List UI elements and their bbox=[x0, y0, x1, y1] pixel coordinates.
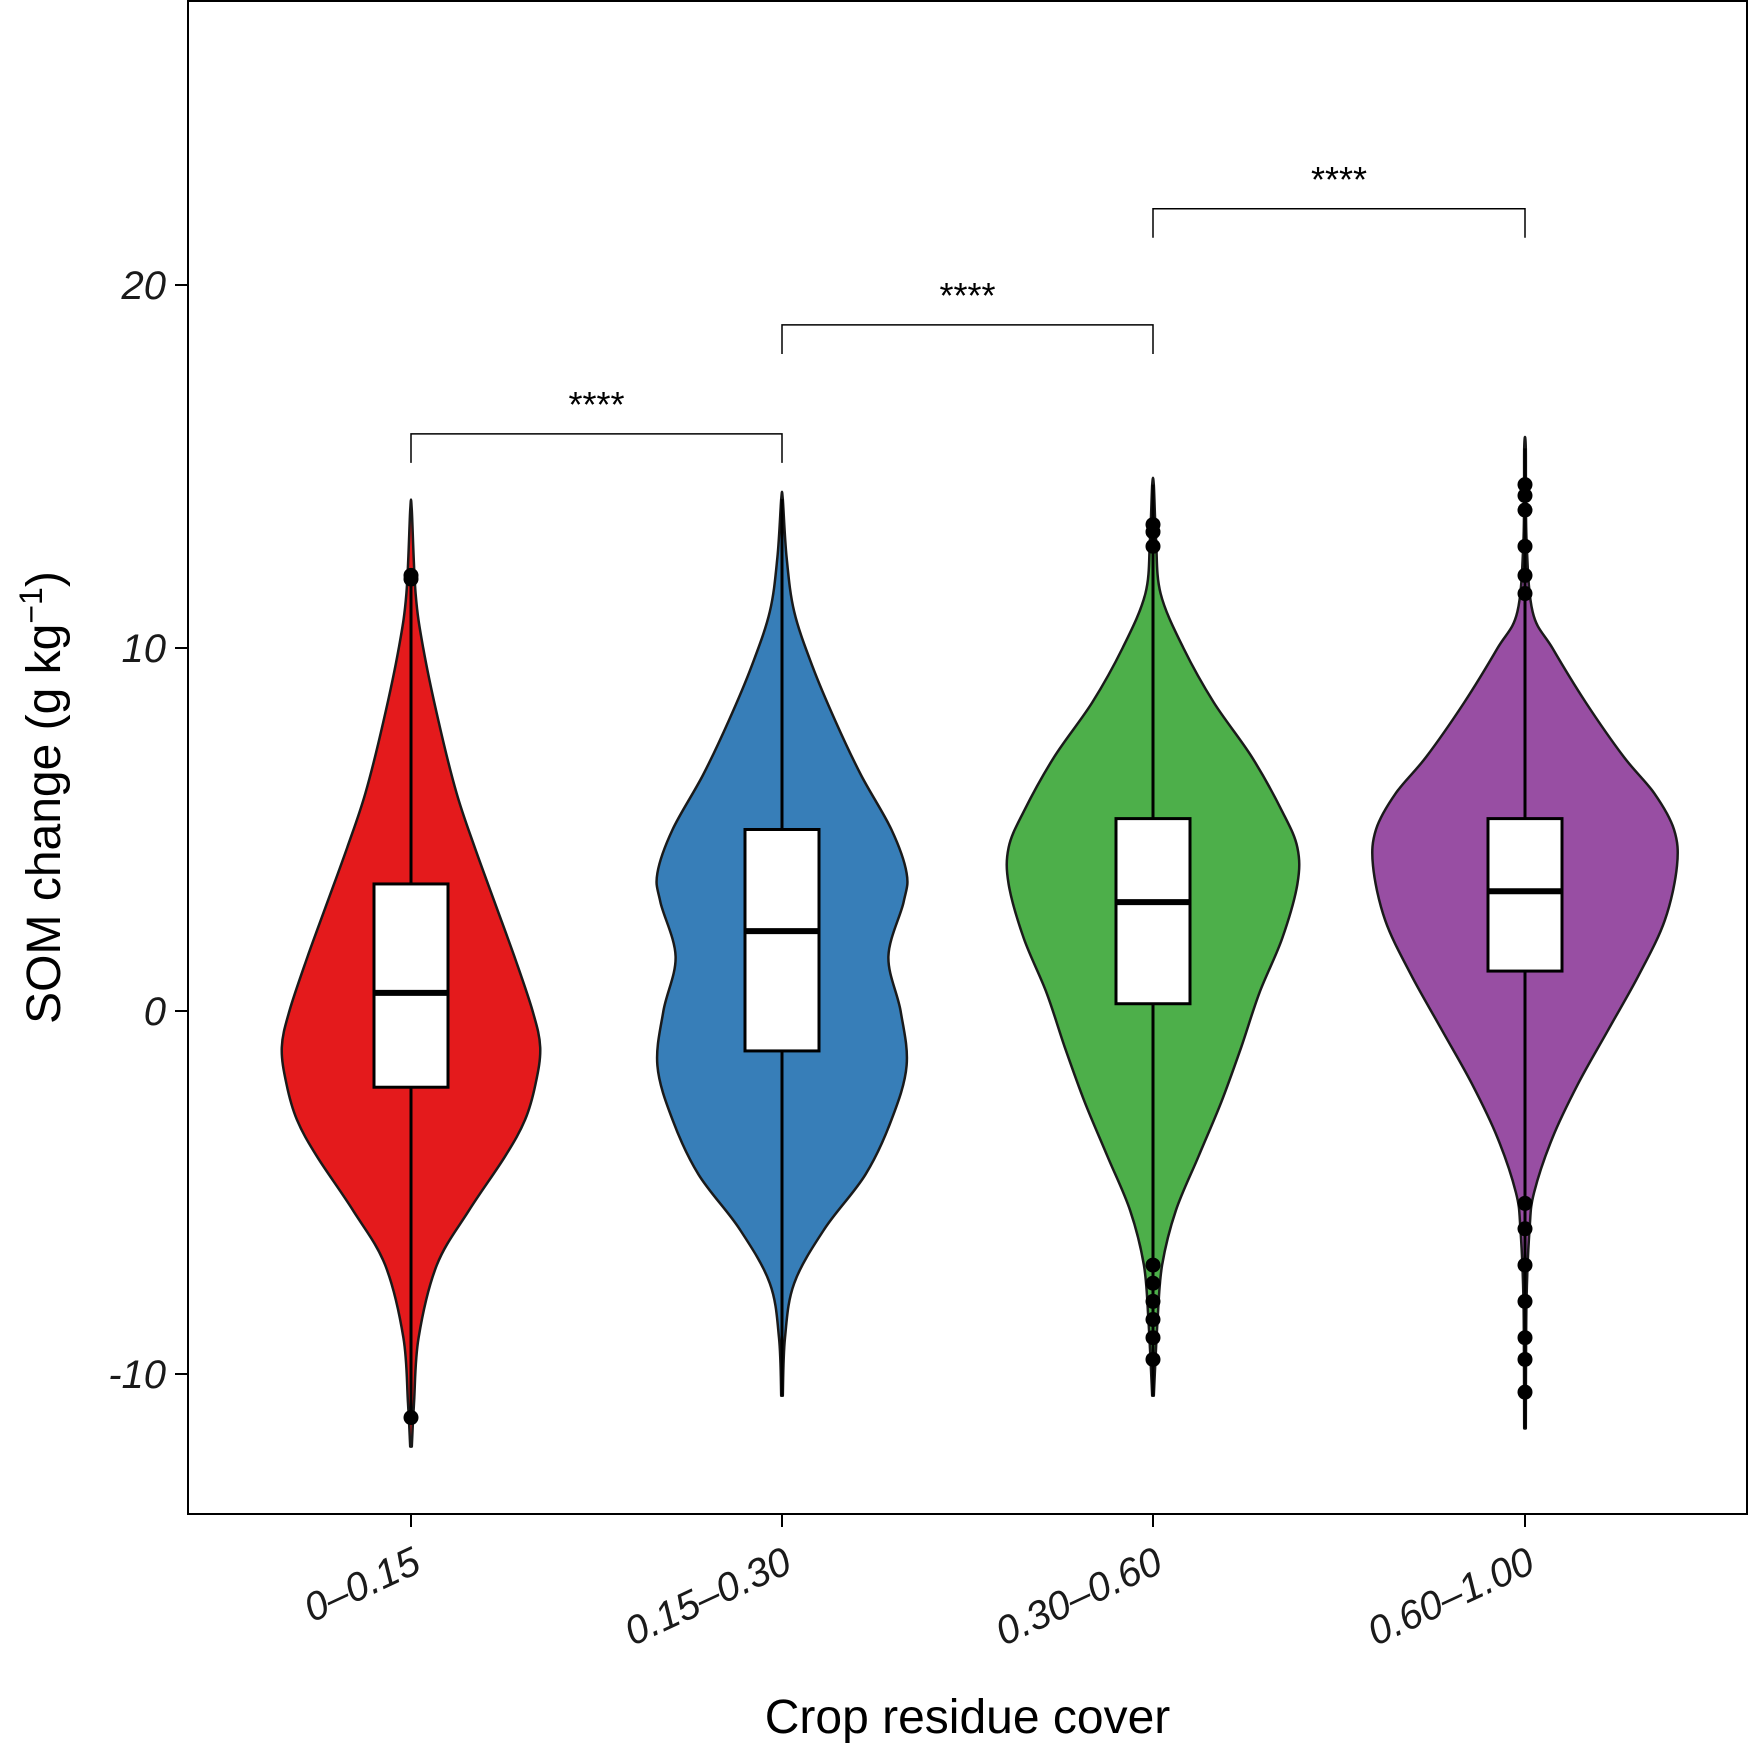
outlier-point bbox=[1517, 1195, 1533, 1211]
x-axis-title: Crop residue cover bbox=[765, 1691, 1171, 1744]
box bbox=[1114, 817, 1192, 1006]
x-tick-label: 0.60–1.00 bbox=[1361, 1539, 1541, 1654]
outlier-point bbox=[1145, 1293, 1161, 1309]
outlier-point bbox=[1145, 524, 1161, 540]
x-tick-label: 0–0.15 bbox=[297, 1539, 427, 1631]
outlier-point bbox=[1517, 1257, 1533, 1273]
box bbox=[743, 828, 821, 1053]
outlier-point bbox=[1145, 1257, 1161, 1273]
outlier-point bbox=[1517, 538, 1533, 554]
bracket-line bbox=[410, 433, 783, 463]
violins-layer bbox=[280, 435, 1679, 1448]
box bbox=[1486, 817, 1564, 973]
significance-label: **** bbox=[568, 384, 624, 425]
outlier-point bbox=[1145, 1275, 1161, 1291]
y-axis-title-superscript: −1 bbox=[13, 587, 49, 623]
y-tick-label: 0 bbox=[144, 990, 166, 1034]
significance-layer: **** **** **** bbox=[410, 159, 1526, 463]
outlier-point bbox=[1145, 538, 1161, 554]
violin-group-3 bbox=[1005, 476, 1301, 1398]
outlier-point bbox=[1517, 1221, 1533, 1237]
outlier-point bbox=[1517, 586, 1533, 602]
significance-label: **** bbox=[939, 275, 995, 316]
outlier-point bbox=[403, 1410, 419, 1426]
box bbox=[372, 882, 450, 1089]
y-axis-title-main: SOM change (g kg bbox=[18, 624, 71, 1024]
y-tick-label: -10 bbox=[108, 1353, 166, 1397]
y-tick-label: 20 bbox=[121, 264, 167, 308]
outlier-point bbox=[1517, 1293, 1533, 1309]
violin-group-4 bbox=[1371, 435, 1679, 1430]
bracket-line bbox=[781, 324, 1154, 354]
outlier-point bbox=[1145, 1312, 1161, 1328]
y-tick-label: 10 bbox=[122, 627, 167, 671]
significance-bracket-2: **** bbox=[781, 275, 1154, 354]
outlier-point bbox=[1517, 488, 1533, 504]
significance-bracket-1: **** bbox=[410, 384, 783, 463]
outlier-point bbox=[1145, 1330, 1161, 1346]
y-axis: -10 0 10 20 bbox=[108, 264, 188, 1397]
significance-bracket-3: **** bbox=[1152, 159, 1526, 238]
y-axis-title: SOM change (g kg−1) bbox=[13, 571, 71, 1024]
significance-label: **** bbox=[1311, 159, 1367, 200]
outlier-point bbox=[1517, 1330, 1533, 1346]
outlier-point bbox=[1517, 477, 1533, 493]
y-axis-title-close: ) bbox=[18, 571, 71, 587]
outlier-point bbox=[1145, 1351, 1161, 1367]
outlier-point bbox=[1517, 1384, 1533, 1400]
x-axis: 0–0.15 0.15–0.30 0.30–0.60 0.60–1.00 bbox=[297, 1514, 1541, 1654]
outlier-point bbox=[1517, 502, 1533, 518]
x-tick-label: 0.30–0.60 bbox=[989, 1539, 1169, 1654]
outlier-point bbox=[1517, 1351, 1533, 1367]
x-tick-label: 0.15–0.30 bbox=[618, 1539, 798, 1654]
outlier-point bbox=[1517, 567, 1533, 583]
bracket-line bbox=[1152, 208, 1526, 238]
outlier-point bbox=[403, 571, 419, 587]
violin-group-1 bbox=[280, 498, 542, 1448]
violin-group-2 bbox=[655, 490, 909, 1398]
